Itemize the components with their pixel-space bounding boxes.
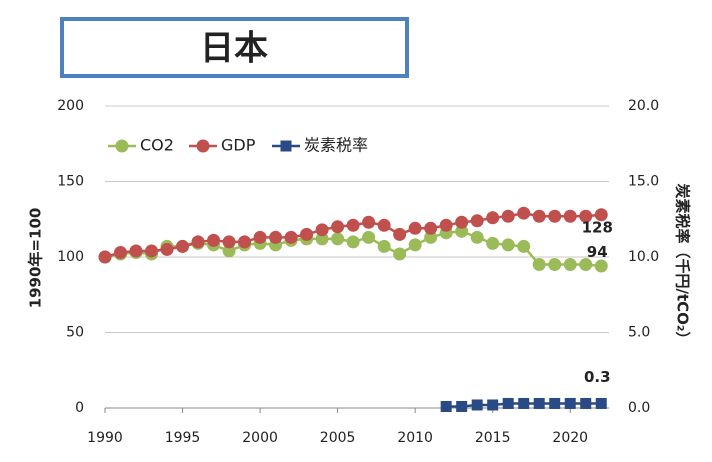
x-tick-label: 2000 xyxy=(242,430,278,446)
data-point xyxy=(377,218,391,232)
data-point xyxy=(501,238,515,252)
data-point xyxy=(362,230,376,244)
x-tick-label: 1995 xyxy=(165,430,201,446)
data-point xyxy=(346,235,360,249)
data-point xyxy=(145,244,159,258)
data-point xyxy=(284,230,298,244)
data-point xyxy=(160,242,174,256)
x-tick-label: 1990 xyxy=(87,430,123,446)
data-point xyxy=(456,400,468,412)
y2-tick-label: 10.0 xyxy=(628,249,659,265)
data-point xyxy=(253,230,267,244)
data-point xyxy=(486,236,500,250)
y-tick-label: 150 xyxy=(57,174,84,190)
data-point xyxy=(594,208,608,222)
annotation: 128 xyxy=(582,219,613,237)
data-point xyxy=(238,235,252,249)
data-point xyxy=(362,215,376,229)
legend-label: GDP xyxy=(221,136,256,155)
data-point xyxy=(191,235,205,249)
data-point xyxy=(532,258,546,272)
legend-marker xyxy=(115,139,129,153)
data-point xyxy=(532,209,546,223)
data-point xyxy=(471,399,483,411)
data-point xyxy=(377,239,391,253)
data-point xyxy=(594,259,608,273)
data-point xyxy=(470,214,484,228)
data-point xyxy=(517,239,531,253)
x-tick-label: 2005 xyxy=(320,430,356,446)
legend-marker xyxy=(280,140,292,152)
y-tick-label: 50 xyxy=(66,325,84,341)
data-point xyxy=(455,224,469,238)
legend-label: CO2 xyxy=(140,136,174,155)
data-point xyxy=(548,209,562,223)
data-point xyxy=(440,400,452,412)
y2-tick-label: 0.0 xyxy=(628,400,650,416)
data-point xyxy=(222,244,236,258)
data-point xyxy=(207,233,221,247)
data-point xyxy=(222,235,236,249)
chart-title: 日本 xyxy=(200,29,268,69)
data-point xyxy=(533,397,545,409)
annotation: 0.3 xyxy=(584,368,611,386)
data-point xyxy=(579,209,593,223)
data-point xyxy=(595,397,607,409)
data-point xyxy=(580,397,592,409)
x-tick-label: 2020 xyxy=(552,430,588,446)
legend-label: 炭素税率 xyxy=(304,136,368,155)
data-point xyxy=(502,397,514,409)
data-point xyxy=(269,230,283,244)
data-point xyxy=(176,239,190,253)
data-point xyxy=(346,218,360,232)
data-point xyxy=(408,221,422,235)
y2-tick-label: 5.0 xyxy=(628,325,650,341)
y-tick-label: 100 xyxy=(57,249,84,265)
data-point xyxy=(439,218,453,232)
data-point xyxy=(487,399,499,411)
data-point xyxy=(517,206,531,220)
y-tick-label: 200 xyxy=(57,98,84,114)
data-point xyxy=(408,238,422,252)
data-point xyxy=(393,247,407,261)
y2-tick-label: 20.0 xyxy=(628,98,659,114)
data-point xyxy=(564,397,576,409)
y-axis-label: 1990年=100 xyxy=(27,208,45,309)
data-point xyxy=(486,211,500,225)
data-point xyxy=(331,232,345,246)
data-point xyxy=(549,397,561,409)
data-point xyxy=(98,250,112,264)
data-point xyxy=(518,397,530,409)
annotation: 94 xyxy=(587,243,608,261)
data-point xyxy=(548,258,562,272)
data-point xyxy=(470,230,484,244)
x-tick-label: 2015 xyxy=(475,430,511,446)
data-point xyxy=(501,209,515,223)
data-point xyxy=(579,258,593,272)
data-point xyxy=(424,230,438,244)
data-point xyxy=(315,232,329,246)
title-box xyxy=(60,17,409,78)
data-point xyxy=(315,223,329,237)
data-point xyxy=(563,258,577,272)
x-tick-label: 2010 xyxy=(397,430,433,446)
y2-axis-label: 炭素税率（千円/tCO₂） xyxy=(674,184,692,347)
data-point xyxy=(129,244,143,258)
data-point xyxy=(455,215,469,229)
legend-marker xyxy=(196,139,210,153)
data-point xyxy=(114,245,128,259)
y2-tick-label: 15.0 xyxy=(628,174,659,190)
data-point xyxy=(300,227,314,241)
data-point xyxy=(563,209,577,223)
y-tick-label: 0 xyxy=(75,400,84,416)
data-point xyxy=(393,227,407,241)
data-point xyxy=(424,221,438,235)
data-point xyxy=(331,220,345,234)
